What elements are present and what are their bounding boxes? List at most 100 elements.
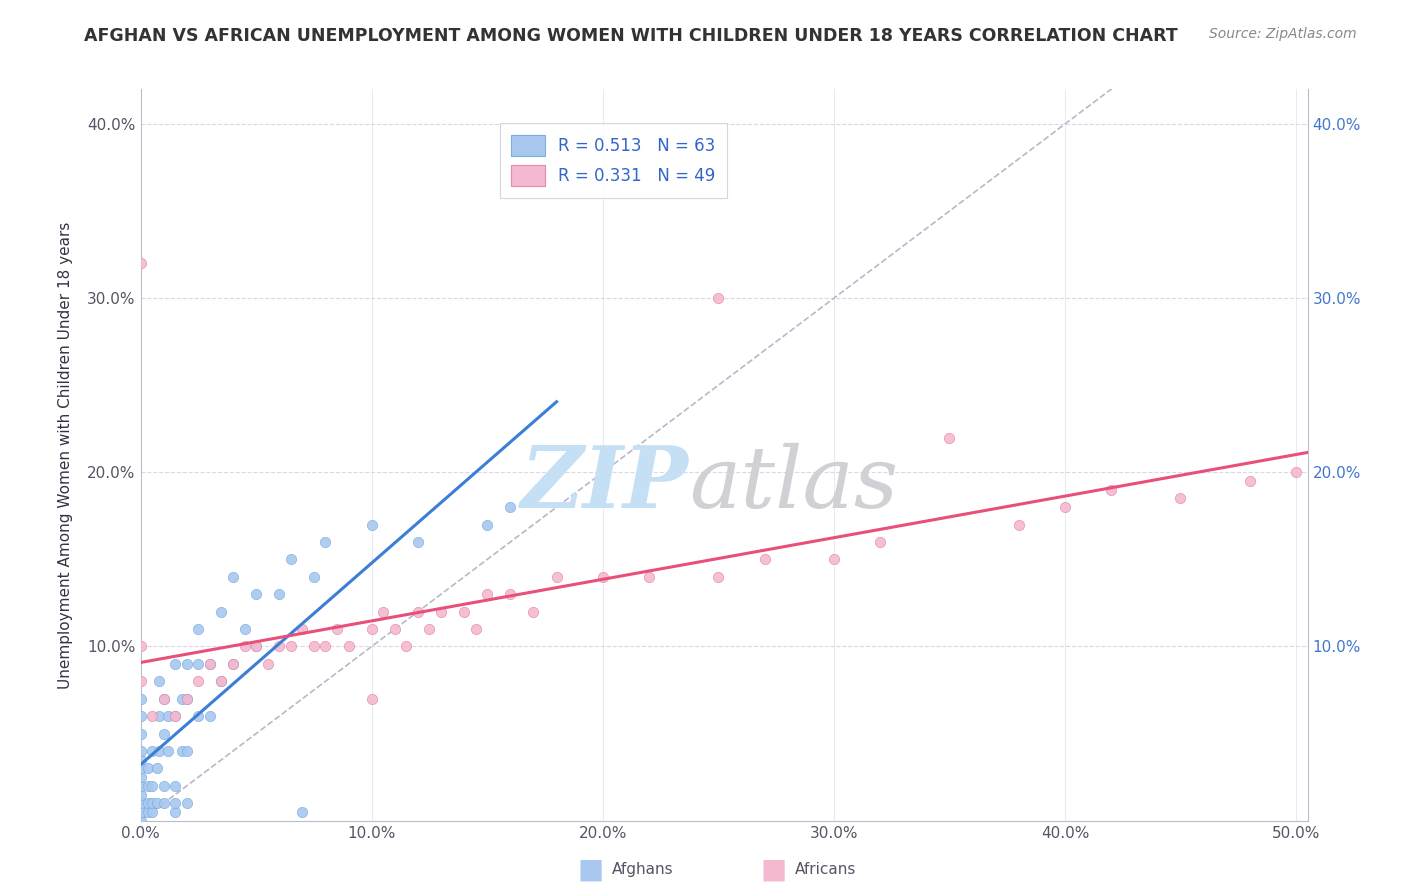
Point bbox=[136, 779, 159, 793]
Point bbox=[129, 640, 152, 654]
Point bbox=[477, 517, 499, 532]
Point bbox=[165, 709, 187, 723]
Point bbox=[176, 691, 198, 706]
Point bbox=[522, 605, 544, 619]
Point bbox=[384, 622, 406, 636]
Point bbox=[314, 640, 336, 654]
Point bbox=[129, 726, 152, 740]
Point bbox=[141, 805, 163, 819]
Point bbox=[141, 779, 163, 793]
Point bbox=[211, 674, 233, 689]
Point bbox=[360, 691, 382, 706]
Point bbox=[176, 657, 198, 671]
Point bbox=[1170, 491, 1192, 506]
Point bbox=[165, 657, 187, 671]
Point bbox=[280, 552, 302, 566]
Point bbox=[222, 657, 245, 671]
Point bbox=[326, 622, 349, 636]
Point bbox=[280, 640, 302, 654]
Point bbox=[1008, 517, 1031, 532]
Point bbox=[187, 674, 209, 689]
Point bbox=[245, 640, 267, 654]
Text: ■: ■ bbox=[578, 855, 603, 884]
Point bbox=[245, 640, 267, 654]
Text: Afghans: Afghans bbox=[612, 863, 673, 877]
Point bbox=[373, 605, 395, 619]
Point bbox=[146, 761, 169, 775]
Point bbox=[1099, 483, 1122, 497]
Point bbox=[129, 256, 152, 270]
Point bbox=[546, 570, 568, 584]
Point bbox=[187, 622, 209, 636]
Text: Africans: Africans bbox=[794, 863, 856, 877]
Point bbox=[477, 587, 499, 601]
Point bbox=[754, 552, 776, 566]
Point bbox=[172, 691, 194, 706]
Point bbox=[152, 691, 174, 706]
Point bbox=[291, 805, 314, 819]
Point bbox=[165, 709, 187, 723]
Point bbox=[148, 674, 170, 689]
Point bbox=[592, 570, 614, 584]
Point bbox=[129, 796, 152, 810]
Point bbox=[1285, 466, 1308, 480]
Point bbox=[337, 640, 360, 654]
Point bbox=[291, 622, 314, 636]
Point bbox=[129, 691, 152, 706]
Point bbox=[187, 709, 209, 723]
Point bbox=[129, 761, 152, 775]
Point bbox=[141, 796, 163, 810]
Point bbox=[1053, 500, 1076, 515]
Point bbox=[165, 805, 187, 819]
Point bbox=[129, 779, 152, 793]
Point bbox=[141, 709, 163, 723]
Point bbox=[165, 779, 187, 793]
Point bbox=[464, 622, 486, 636]
Point bbox=[172, 744, 194, 758]
Point bbox=[245, 587, 267, 601]
Point bbox=[129, 753, 152, 767]
Point bbox=[129, 814, 152, 828]
Point bbox=[129, 674, 152, 689]
Text: atlas: atlas bbox=[689, 442, 898, 525]
Point bbox=[256, 657, 278, 671]
Point bbox=[148, 709, 170, 723]
Text: ZIP: ZIP bbox=[522, 442, 689, 526]
Point bbox=[453, 605, 475, 619]
Point bbox=[430, 605, 453, 619]
Point bbox=[198, 657, 221, 671]
Point bbox=[1239, 474, 1261, 488]
Point bbox=[638, 570, 661, 584]
Point bbox=[302, 570, 325, 584]
Point bbox=[269, 640, 291, 654]
Point bbox=[406, 605, 429, 619]
Point bbox=[187, 657, 209, 671]
Point bbox=[360, 622, 382, 636]
Point bbox=[198, 657, 221, 671]
Point bbox=[222, 657, 245, 671]
Point bbox=[198, 709, 221, 723]
Point bbox=[152, 796, 174, 810]
Point bbox=[165, 796, 187, 810]
Point bbox=[136, 761, 159, 775]
Point bbox=[157, 709, 180, 723]
Point bbox=[222, 570, 245, 584]
Point bbox=[157, 744, 180, 758]
Point bbox=[360, 517, 382, 532]
Text: AFGHAN VS AFRICAN UNEMPLOYMENT AMONG WOMEN WITH CHILDREN UNDER 18 YEARS CORRELAT: AFGHAN VS AFRICAN UNEMPLOYMENT AMONG WOM… bbox=[84, 27, 1178, 45]
Point bbox=[233, 622, 256, 636]
Point bbox=[269, 587, 291, 601]
Point bbox=[136, 796, 159, 810]
Point bbox=[499, 500, 522, 515]
Point bbox=[129, 788, 152, 802]
Point bbox=[152, 726, 174, 740]
Point bbox=[148, 744, 170, 758]
Point bbox=[211, 605, 233, 619]
Point bbox=[233, 640, 256, 654]
Point bbox=[314, 535, 336, 549]
Point bbox=[129, 770, 152, 784]
Point bbox=[141, 744, 163, 758]
Point bbox=[211, 674, 233, 689]
Point bbox=[823, 552, 845, 566]
Point bbox=[707, 291, 730, 305]
